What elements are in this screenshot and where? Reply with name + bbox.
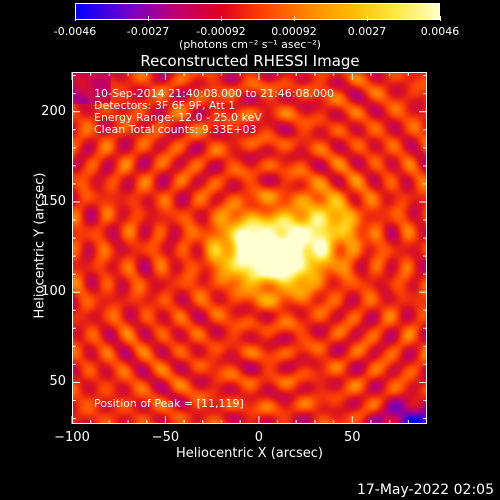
- heatmap-image: [73, 73, 426, 423]
- info-detectors: Detectors: 3F 6F 9F, Att 1: [94, 99, 236, 112]
- x-tick-label: 50: [343, 430, 361, 445]
- x-axis-label: Heliocentric X (arcsec): [176, 446, 323, 461]
- x-tick-label: −50: [151, 430, 180, 445]
- colorbar-units: (photons cm⁻² s⁻¹ asec⁻²): [179, 38, 321, 51]
- y-tick-label: 100: [41, 284, 66, 300]
- colorbar-tick-mark: [75, 16, 76, 21]
- colorbar-tick-mark: [148, 16, 149, 21]
- colorbar-tick-label: -0.0027: [126, 25, 170, 38]
- timestamp: 17-May-2022 02:05: [356, 482, 494, 498]
- colorbar-tick-label: 0.00092: [271, 25, 317, 38]
- y-tick-label: 200: [41, 103, 66, 119]
- info-energy: Energy Range: 12.0 - 25.0 keV: [94, 111, 262, 124]
- x-tick-label: −100: [54, 430, 90, 445]
- colorbar: [75, 3, 440, 20]
- y-tick-label: 50: [49, 374, 66, 390]
- colorbar-tick-label: -0.00092: [196, 25, 246, 38]
- plot-area: 10-Sep-2014 21:40:08.000 to 21:46:08.000…: [72, 72, 427, 424]
- info-clean: Clean Total counts: 9.33E+03: [94, 123, 257, 136]
- colorbar-tick-label: 0.0046: [420, 25, 460, 38]
- y-axis-label: Heliocentric Y (arcsec): [32, 172, 48, 319]
- y-tick-label: 150: [41, 193, 66, 209]
- info-peak: Position of Peak = [11,119]: [94, 397, 244, 410]
- colorbar-tick-mark: [294, 16, 295, 21]
- colorbar-tick-label: 0.0027: [347, 25, 387, 38]
- colorbar-tick-mark: [221, 16, 222, 21]
- x-tick-label: 0: [254, 430, 263, 445]
- colorbar-tick-label: -0.0046: [53, 25, 97, 38]
- info-time: 10-Sep-2014 21:40:08.000 to 21:46:08.000: [94, 87, 334, 100]
- colorbar-tick-mark: [440, 16, 441, 21]
- chart-title: Reconstructed RHESSI Image: [140, 52, 360, 70]
- colorbar-tick-mark: [367, 16, 368, 21]
